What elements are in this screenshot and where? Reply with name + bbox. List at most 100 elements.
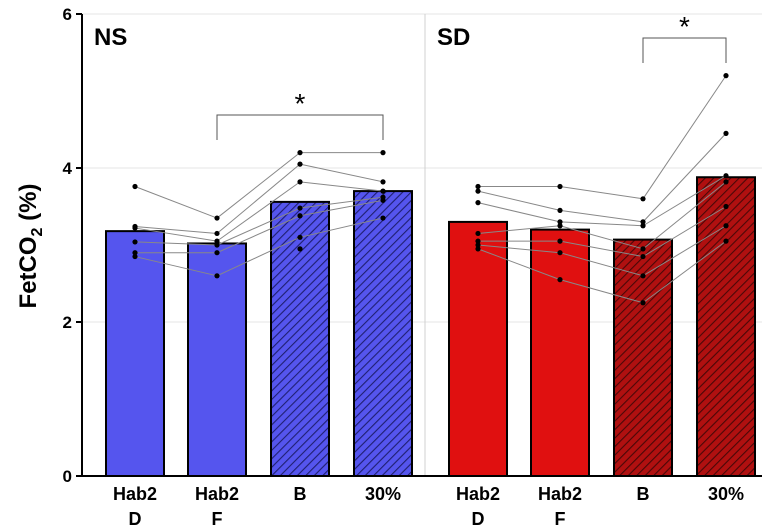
data-point (723, 238, 729, 244)
data-point (380, 215, 386, 221)
data-point (380, 188, 386, 194)
subject-line (299, 196, 384, 209)
y-axis-label: FetCO2 (%) (15, 184, 46, 309)
x-tick-label: F (212, 509, 223, 529)
data-point (132, 225, 138, 231)
panel-label: NS (94, 24, 127, 51)
x-tick-label: Hab2 (456, 484, 500, 504)
data-point (475, 242, 481, 248)
data-point (723, 223, 729, 229)
panel-label: SD (437, 24, 470, 51)
subject-line (559, 279, 644, 304)
subject-line (216, 207, 301, 246)
subject-line (642, 240, 727, 304)
data-point (475, 183, 481, 190)
x-tick-label: D (129, 509, 142, 529)
bar (530, 228, 590, 477)
x-tick-label: B (637, 484, 650, 504)
data-point (214, 250, 220, 256)
data-point (640, 219, 646, 225)
data-point (557, 277, 563, 283)
subject-line (642, 225, 727, 277)
data-point (214, 215, 220, 221)
subject-line (299, 217, 384, 238)
bar (105, 230, 165, 477)
y-tick-label: 4 (63, 159, 73, 178)
subject-line (642, 133, 727, 223)
data-point (297, 205, 303, 211)
bar (696, 176, 756, 478)
bar (270, 200, 330, 477)
subject-line (559, 185, 644, 200)
labels: 0 2 4 6 NS * Hab2 D Hab2 F B 30% SD * Hab2 D Hab2 F B 30% (63, 5, 744, 529)
data-point (640, 246, 646, 252)
data-point (557, 223, 563, 229)
subject-line (134, 226, 218, 234)
x-tick-label: D (472, 509, 485, 529)
subject-line (299, 181, 384, 192)
subject-line (559, 225, 644, 250)
subject-line (642, 181, 727, 250)
data-point (214, 242, 220, 248)
subject-line (559, 221, 644, 227)
subject-line (559, 252, 644, 277)
x-tick-label: Hab2 (113, 484, 157, 504)
subject-line (299, 199, 384, 217)
data-point (132, 239, 138, 245)
bars (105, 176, 756, 478)
data-point (297, 246, 303, 252)
data-point (132, 253, 138, 260)
data-point (723, 203, 729, 210)
subject-line (477, 202, 561, 223)
bar (353, 190, 413, 477)
subject-line (216, 236, 301, 277)
data-point (380, 150, 386, 156)
subject-line (642, 75, 727, 200)
data-point (380, 179, 386, 185)
y-tick-label: 0 (63, 467, 72, 486)
subject-line (299, 163, 384, 183)
bar (448, 220, 508, 477)
data-point (297, 150, 303, 156)
data-point (640, 223, 646, 229)
data-point (475, 238, 481, 244)
subject-line (477, 248, 561, 281)
significance-bracket (642, 37, 727, 63)
subject-line (642, 206, 727, 257)
x-tick-label: 30% (708, 484, 744, 504)
bar (187, 242, 247, 477)
data-point (214, 273, 220, 279)
data-point (132, 183, 138, 190)
subject-line (216, 163, 301, 234)
y-tick-label: 2 (63, 313, 72, 332)
subject-line (134, 186, 218, 219)
data-point (475, 188, 481, 194)
data-point (640, 273, 646, 279)
data-point (475, 246, 481, 252)
x-tick-label: Hab2 (195, 484, 239, 504)
data-point (723, 73, 729, 79)
significance-star: * (679, 11, 690, 42)
data-points (132, 73, 729, 306)
subject-line (477, 190, 561, 211)
data-point (132, 250, 138, 256)
data-point (723, 173, 729, 179)
subject-line (216, 181, 301, 242)
y-tick-label: 6 (63, 5, 72, 24)
data-point (557, 238, 563, 244)
subject-line (477, 225, 561, 234)
data-point (723, 130, 729, 136)
data-point (214, 230, 220, 237)
subject-line (559, 240, 644, 258)
data-point (557, 219, 563, 225)
data-point (475, 230, 481, 237)
x-tick-label: 30% (365, 484, 401, 504)
data-point (214, 238, 220, 244)
subject-line (559, 209, 644, 223)
data-point (297, 234, 303, 240)
data-point (557, 183, 563, 190)
data-point (297, 179, 303, 185)
subject-lines (134, 75, 727, 304)
data-point (297, 161, 303, 167)
